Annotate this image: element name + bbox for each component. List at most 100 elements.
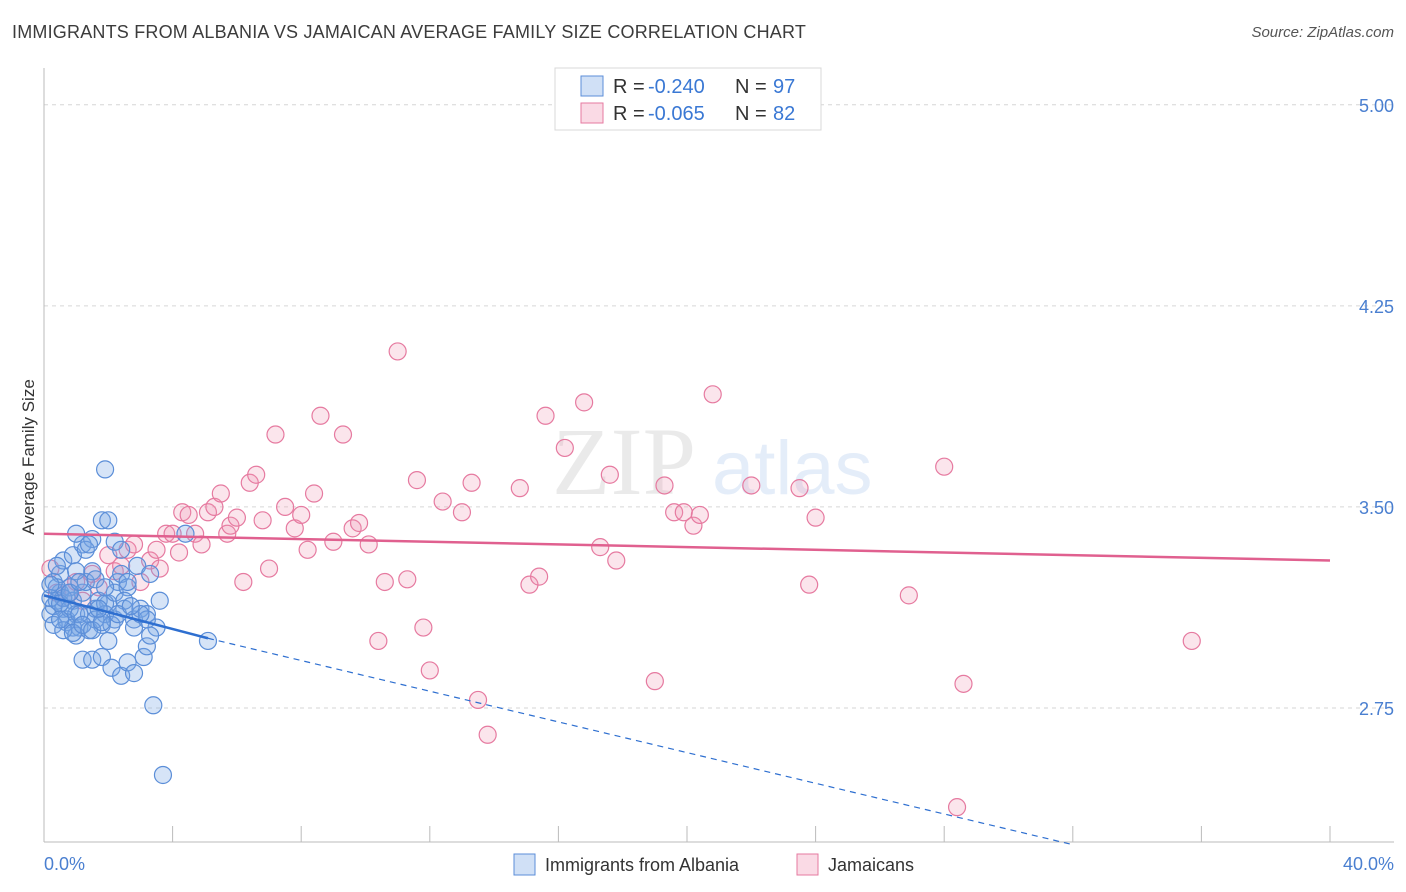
point-pink-70 xyxy=(665,503,684,522)
point-blue-55 xyxy=(118,578,137,597)
legend-n-value-2: 82 xyxy=(773,103,795,125)
legend-r-label-1: R = xyxy=(613,76,645,98)
point-pink-16 xyxy=(150,559,169,578)
point-blue-80 xyxy=(118,572,137,592)
point-blue-75 xyxy=(92,613,111,632)
legend-n-label-1: N = xyxy=(735,76,767,98)
trend-albania-solid xyxy=(43,594,209,640)
point-pink-66 xyxy=(600,465,619,484)
point-pink-26 xyxy=(211,484,230,503)
bottom-legend: Immigrants from Albania Jamaicans xyxy=(513,853,914,876)
point-pink-40 xyxy=(304,484,324,503)
legend-swatch-pink xyxy=(580,102,604,124)
chart-title: IMMIGRANTS FROM ALBANIA VS JAMAICAN AVER… xyxy=(12,22,807,42)
legend-swatch-blue xyxy=(580,75,604,97)
point-pink-32 xyxy=(247,465,266,484)
point-pink-63 xyxy=(555,438,574,458)
point-blue-49 xyxy=(112,540,131,559)
point-blue-46 xyxy=(47,556,66,575)
watermark-zip: ZIP xyxy=(552,408,696,515)
point-blue-14 xyxy=(73,583,92,602)
point-pink-78 xyxy=(806,508,825,527)
point-pink-61 xyxy=(530,567,549,586)
point-pink-75 xyxy=(742,476,761,495)
stats-legend: R = -0.240 N = 97 R = -0.065 N = 82 xyxy=(554,67,822,131)
point-blue-47 xyxy=(67,562,86,581)
point-pink-55 xyxy=(452,503,472,522)
point-blue-94 xyxy=(144,696,163,715)
point-pink-18 xyxy=(163,524,182,543)
point-pink-15 xyxy=(147,540,166,559)
point-pink-46 xyxy=(359,535,378,554)
point-blue-85 xyxy=(198,631,218,651)
point-pink-48 xyxy=(375,572,394,592)
point-blue-44 xyxy=(92,511,111,530)
y-tick-label-3: 5.00 xyxy=(1359,96,1394,116)
y-tick-label-2: 4.25 xyxy=(1359,297,1394,317)
bottom-legend-jamaicans: Jamaicans xyxy=(828,855,914,875)
point-pink-33 xyxy=(253,511,272,530)
axes xyxy=(43,68,1394,843)
point-pink-54 xyxy=(433,492,452,511)
point-pink-76 xyxy=(790,479,809,498)
point-blue-76 xyxy=(99,631,118,651)
series-jamaicans xyxy=(41,342,1201,817)
point-pink-82 xyxy=(954,674,973,693)
point-pink-64 xyxy=(575,393,594,412)
y-tick-label-1: 3.50 xyxy=(1359,498,1394,518)
point-pink-80 xyxy=(935,457,954,476)
watermark: ZIP atlas xyxy=(552,408,873,515)
trend-jamaicans xyxy=(43,532,1331,562)
point-blue-68 xyxy=(137,637,156,656)
point-blue-81 xyxy=(128,556,147,575)
bottom-legend-swatch-jamaicans xyxy=(796,853,819,876)
bottom-legend-swatch-albania xyxy=(513,853,536,876)
point-blue-51 xyxy=(76,540,95,559)
point-pink-52 xyxy=(414,618,433,637)
x-tick-label-max: 40.0% xyxy=(1343,854,1394,874)
point-pink-57 xyxy=(468,690,488,710)
point-pink-53 xyxy=(420,661,439,680)
point-pink-81 xyxy=(947,798,967,817)
point-pink-73 xyxy=(690,505,709,525)
point-blue-45 xyxy=(99,511,118,530)
point-pink-72 xyxy=(684,516,703,535)
point-blue-95 xyxy=(153,765,173,785)
point-pink-65 xyxy=(591,538,610,557)
point-pink-69 xyxy=(655,476,674,495)
point-blue-93 xyxy=(95,460,115,479)
point-pink-41 xyxy=(311,406,330,425)
point-blue-69 xyxy=(140,626,160,645)
watermark-atlas: atlas xyxy=(712,426,873,511)
point-blue-67 xyxy=(134,647,153,667)
point-pink-43 xyxy=(333,425,353,444)
y-axis-title: Average Family Size xyxy=(19,379,38,535)
point-pink-50 xyxy=(398,570,417,589)
point-pink-34 xyxy=(259,559,279,578)
point-pink-38 xyxy=(292,505,311,525)
point-pink-77 xyxy=(800,575,819,594)
legend-r-label-2: R = xyxy=(613,103,645,125)
point-pink-74 xyxy=(703,385,722,404)
point-pink-79 xyxy=(899,586,918,605)
point-blue-83 xyxy=(150,591,169,610)
point-blue-86 xyxy=(79,535,99,554)
point-pink-49 xyxy=(388,342,407,361)
point-blue-73 xyxy=(73,615,92,634)
point-blue-66 xyxy=(124,664,144,683)
point-pink-42 xyxy=(324,532,343,551)
point-blue-53 xyxy=(95,578,115,597)
point-pink-58 xyxy=(478,725,497,744)
trend-lines xyxy=(43,532,1331,846)
point-blue-84 xyxy=(176,524,195,543)
point-pink-56 xyxy=(462,473,481,492)
legend-r-value-2: -0.065 xyxy=(648,103,705,125)
point-blue-88 xyxy=(41,575,60,594)
point-pink-17 xyxy=(157,524,176,543)
stats-legend-box xyxy=(554,67,822,131)
point-pink-51 xyxy=(407,471,427,490)
point-pink-35 xyxy=(266,425,285,444)
point-pink-36 xyxy=(276,497,295,517)
point-pink-68 xyxy=(645,672,664,691)
